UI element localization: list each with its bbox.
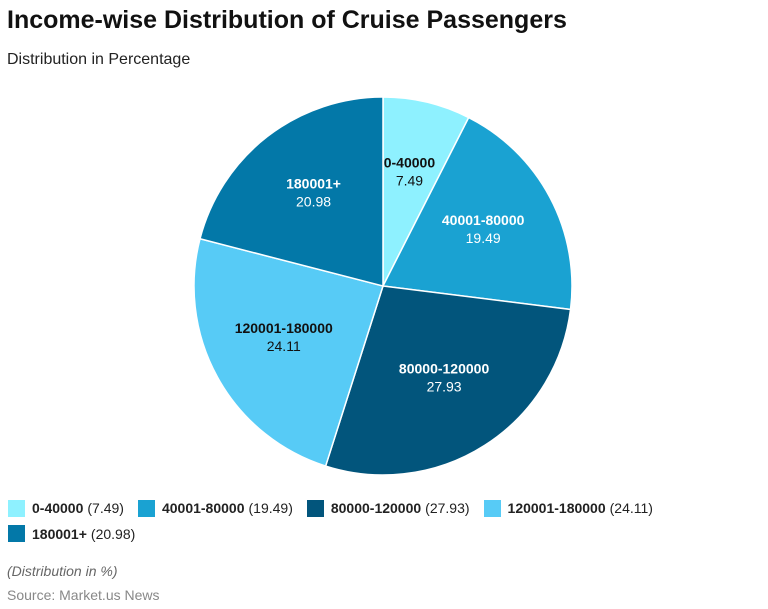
legend-label: 120001-180000 bbox=[507, 500, 606, 516]
data-value: 27.93 bbox=[427, 379, 462, 395]
legend-label: 40001-80000 bbox=[161, 500, 245, 516]
pie-slice-80000-120000 bbox=[324, 285, 572, 476]
data-label: 0-40000 bbox=[384, 155, 436, 171]
legend-value: (7.49) bbox=[87, 500, 124, 516]
legend-value: (19.49) bbox=[248, 500, 293, 516]
legend-label: 80000-120000 bbox=[330, 500, 422, 516]
legend-label: 180001+ bbox=[32, 525, 87, 542]
data-value: 19.49 bbox=[466, 230, 501, 246]
chart-title: Income-wise Distribution of Cruise Passe… bbox=[7, 6, 567, 34]
chart-subtitle: Distribution in Percentage bbox=[7, 51, 191, 68]
data-value: 7.49 bbox=[396, 173, 423, 189]
pie-slice-180001+ bbox=[199, 96, 384, 287]
data-value: 20.98 bbox=[296, 193, 331, 209]
data-value: 24.11 bbox=[267, 338, 301, 354]
legend-swatch bbox=[483, 499, 501, 517]
legend-swatch bbox=[8, 525, 25, 542]
legend: 0-40000 (7.49) 40001-80000 (19.49) 80000-120… bbox=[8, 497, 748, 548]
legend-item: 180001+ (20.98) bbox=[8, 523, 135, 545]
data-label: 80000-120000 bbox=[399, 361, 490, 377]
legend-value: (20.98) bbox=[90, 525, 136, 542]
source-text: Source: Market.us News bbox=[7, 587, 160, 603]
legend-item: 80000-120000 (27.93) bbox=[306, 497, 470, 519]
unit-note: (Distribution in %) bbox=[7, 563, 118, 579]
legend-swatch bbox=[137, 499, 155, 517]
legend-swatch bbox=[8, 499, 25, 517]
legend-item: 120001-180000 (24.11) bbox=[483, 497, 653, 519]
data-label: 120001-180000 bbox=[235, 320, 333, 336]
pie-slice-40001-80000 bbox=[381, 116, 573, 311]
pie-slice-120001-180000 bbox=[193, 237, 384, 468]
legend-item: 0-40000 (7.49) bbox=[8, 497, 124, 519]
legend-item: 40001-80000 (19.49) bbox=[137, 497, 293, 519]
legend-value: (24.11) bbox=[609, 500, 653, 516]
legend-value: (27.93) bbox=[425, 500, 470, 516]
data-label: 40001-80000 bbox=[442, 212, 525, 228]
legend-label: 0-40000 bbox=[32, 500, 84, 516]
data-label: 180001+ bbox=[286, 175, 341, 191]
legend-swatch bbox=[306, 499, 324, 517]
pie-chart: 0-40000 7.49 40001-80000 19.49 80000-120000 2… bbox=[193, 96, 573, 476]
